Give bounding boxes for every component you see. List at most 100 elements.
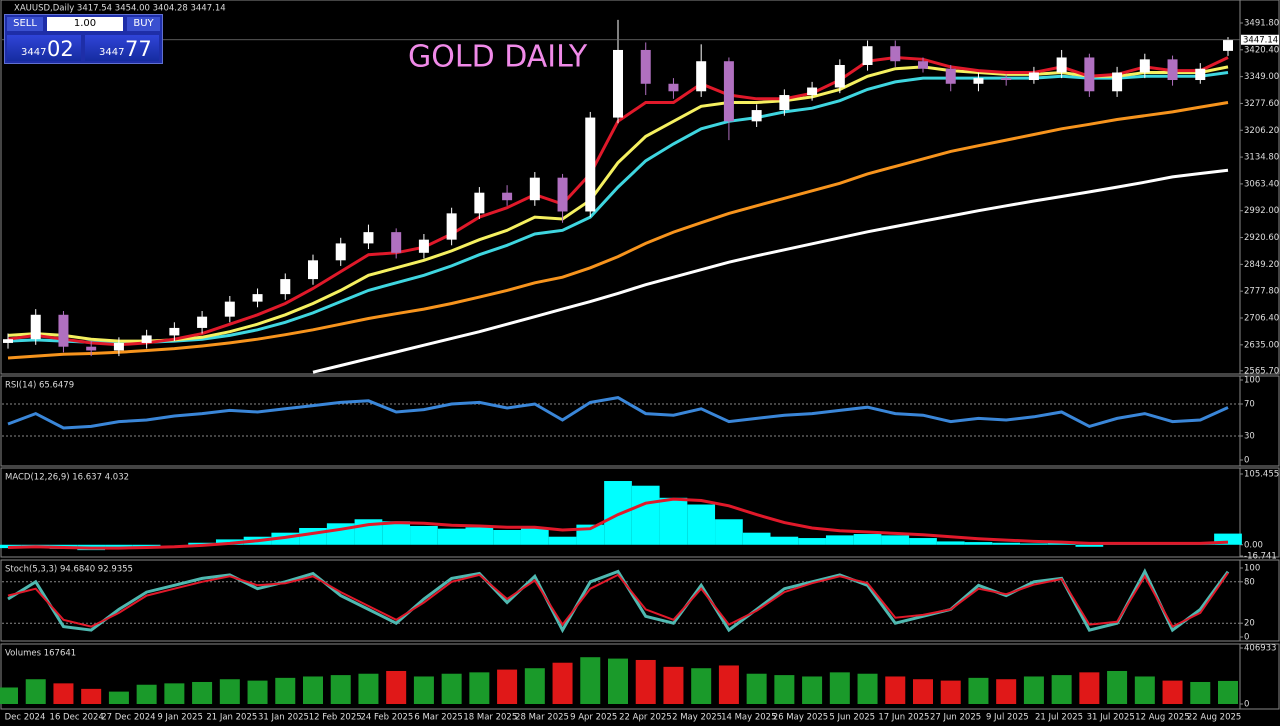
y-tick-label: 0.00 [1244, 540, 1263, 550]
y-tick-label: 80 [1244, 577, 1255, 587]
y-tick-label: 3491.80 [1244, 18, 1279, 28]
macd-bar [936, 541, 965, 545]
volume-bar [413, 676, 434, 704]
volume-bar [691, 668, 712, 704]
candle-body [363, 232, 374, 244]
volume-bar [1107, 670, 1128, 704]
macd-bar [687, 504, 716, 545]
sell-button[interactable]: SELL [7, 17, 43, 31]
candle-body [141, 335, 152, 343]
panel-title: RSI(14) 65.6479 [5, 381, 74, 391]
volume-bar [136, 684, 157, 704]
macd-bar [853, 534, 882, 545]
candle-body [1112, 72, 1123, 92]
candle-body [696, 61, 707, 92]
y-tick-label: 2849.20 [1244, 260, 1279, 270]
candle-body [252, 294, 263, 302]
volume-bar [1023, 676, 1044, 704]
volume-bar [580, 657, 601, 704]
y-tick-label: 100 [1244, 564, 1260, 574]
macd-bar [382, 521, 411, 545]
volume-bar [829, 672, 850, 704]
volume-bar [940, 680, 961, 704]
panel-frame [0, 0, 1280, 375]
volume-bar [469, 672, 490, 704]
macd-bar [1020, 543, 1048, 545]
macd-bar [964, 542, 993, 545]
x-tick-label: 21 Jul 2025 [1035, 713, 1083, 723]
volume-bar [303, 676, 323, 704]
x-tick-label: 9 Jan 2025 [157, 713, 203, 723]
y-tick-label: 20 [1244, 619, 1255, 629]
sell-price[interactable]: 3447 02 [7, 35, 81, 61]
volume-bar [386, 670, 407, 704]
price-small: 3447 [21, 47, 47, 58]
panel-title: Volumes 167641 [5, 649, 76, 659]
candle-body [502, 192, 513, 201]
lot-input[interactable]: 1.00 [47, 17, 123, 31]
y-tick-label: 100 [1244, 376, 1260, 386]
macd-bar [1214, 533, 1242, 545]
macd-bar [770, 536, 799, 545]
y-tick-label: 2992.00 [1244, 206, 1279, 216]
price-small: 3447 [99, 47, 125, 58]
volume-bar [718, 665, 739, 704]
macd-bar [909, 538, 937, 545]
volume-bar [774, 675, 795, 704]
candle-body [446, 213, 457, 240]
y-tick-label: 2706.40 [1244, 314, 1279, 324]
macd-bar [881, 535, 910, 545]
volume-bar [885, 676, 906, 704]
candle-body [1028, 72, 1039, 81]
candle-body [529, 177, 540, 201]
volume-bar [25, 679, 46, 704]
macd-bar [631, 485, 660, 545]
volume-bar [441, 673, 462, 704]
volume-bar [857, 673, 878, 704]
volume-bar [968, 677, 989, 704]
candle-body [807, 87, 818, 96]
volume-bar [996, 679, 1017, 704]
candle-body [30, 314, 41, 340]
x-tick-label: 26 May 2025 [773, 713, 828, 723]
candle-body [640, 49, 651, 84]
candle-body [86, 346, 97, 351]
x-tick-label: 5 Jun 2025 [829, 713, 875, 723]
volume-bar [358, 673, 379, 704]
macd-bar [493, 530, 521, 545]
macd-bar [548, 536, 577, 545]
volume-bar [330, 675, 351, 704]
x-tick-label: 21 Jan 2025 [206, 713, 257, 723]
macd-bar [520, 527, 549, 545]
x-tick-label: 6 Mar 2025 [414, 713, 462, 723]
x-tick-label: 22 Apr 2025 [619, 713, 672, 723]
macd-bar [825, 535, 854, 545]
x-tick-label: 14 May 2025 [721, 713, 776, 723]
macd-bar [132, 544, 161, 547]
indicator-line [7, 65, 1229, 343]
volume-bar [219, 679, 240, 704]
chart-title: XAUUSD,Daily 3417.54 3454.00 3404.28 344… [14, 4, 226, 14]
candle-body [890, 46, 901, 62]
y-tick-label: 0 [1244, 456, 1249, 466]
candle-body [335, 243, 346, 261]
y-tick-label: 3063.40 [1244, 179, 1279, 189]
panel-title: MACD(12,26,9) 16.637 4.032 [5, 473, 129, 483]
candle-body [1167, 59, 1178, 81]
candle-body [585, 117, 596, 212]
indicator-line [7, 497, 1229, 550]
candle-body [779, 95, 790, 111]
candle-body [1001, 78, 1012, 81]
macd-bar [659, 497, 688, 545]
volume-bar [802, 676, 823, 704]
y-tick-label: 30 [1244, 432, 1255, 442]
candle-body [308, 260, 318, 280]
panel-frame [0, 559, 1280, 642]
candle-body [58, 314, 69, 347]
candle-body [1084, 57, 1095, 92]
y-tick-label: 0 [1244, 633, 1249, 643]
y-tick-label: 70 [1244, 400, 1255, 410]
buy-button[interactable]: BUY [127, 17, 160, 31]
buy-price[interactable]: 3447 77 [85, 35, 159, 61]
